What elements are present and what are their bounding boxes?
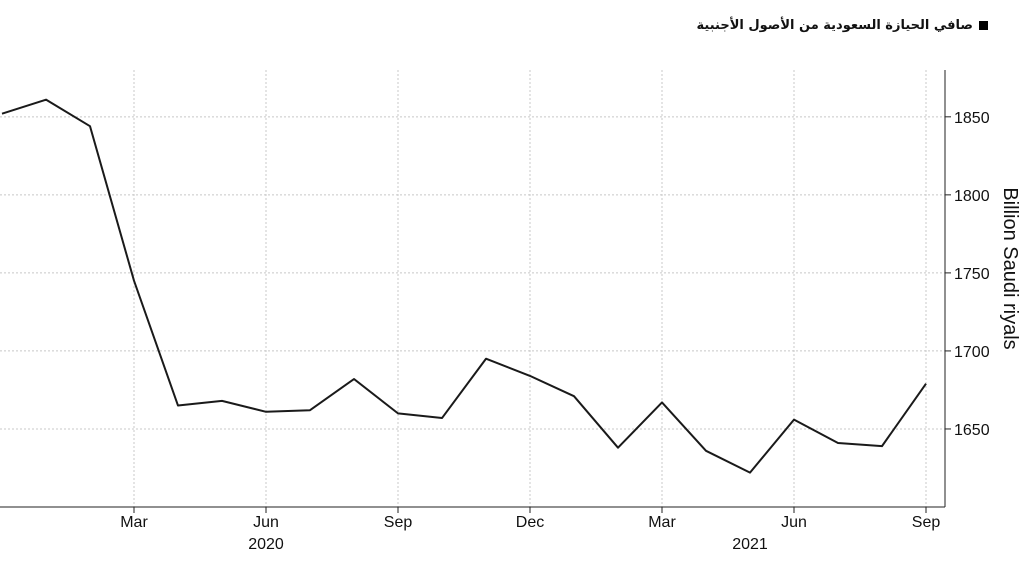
x-tick-label: Sep bbox=[912, 514, 941, 531]
legend: صافي الحيازة السعودية من الأصول الأجنبية bbox=[697, 18, 988, 33]
x-year-label: 2021 bbox=[732, 536, 768, 553]
legend-label: صافي الحيازة السعودية من الأصول الأجنبية bbox=[696, 18, 973, 33]
y-tick-label: 1700 bbox=[954, 344, 990, 361]
x-tick-label: Mar bbox=[120, 514, 148, 531]
y-tick-label: 1650 bbox=[954, 422, 990, 439]
x-tick-label: Jun bbox=[253, 514, 279, 531]
x-tick-label: Mar bbox=[648, 514, 676, 531]
y-axis-label: Billion Saudi riyals bbox=[999, 187, 1021, 349]
series-line bbox=[1, 98, 927, 474]
y-tick-label: 1750 bbox=[954, 266, 990, 283]
series-group bbox=[1, 98, 927, 474]
x-year-label: 2020 bbox=[248, 536, 284, 553]
axes bbox=[0, 70, 951, 513]
tick-labels: 1650 1700 1750 1800 1850 Mar Jun Sep Dec Mar Jun Se… bbox=[120, 110, 989, 553]
grid bbox=[0, 70, 945, 507]
legend-swatch bbox=[979, 21, 988, 30]
y-tick-label: 1850 bbox=[954, 110, 990, 127]
x-tick-label: Sep bbox=[384, 514, 413, 531]
x-tick-label: Dec bbox=[516, 514, 544, 531]
y-tick-label: 1800 bbox=[954, 188, 990, 205]
x-tick-label: Jun bbox=[781, 514, 807, 531]
